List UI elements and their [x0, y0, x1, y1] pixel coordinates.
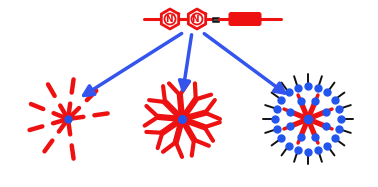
Text: ⁺: ⁺ — [171, 14, 175, 20]
FancyBboxPatch shape — [228, 12, 262, 26]
Text: N: N — [191, 15, 199, 24]
Text: N: N — [165, 15, 173, 24]
Text: ⁺: ⁺ — [198, 14, 201, 20]
